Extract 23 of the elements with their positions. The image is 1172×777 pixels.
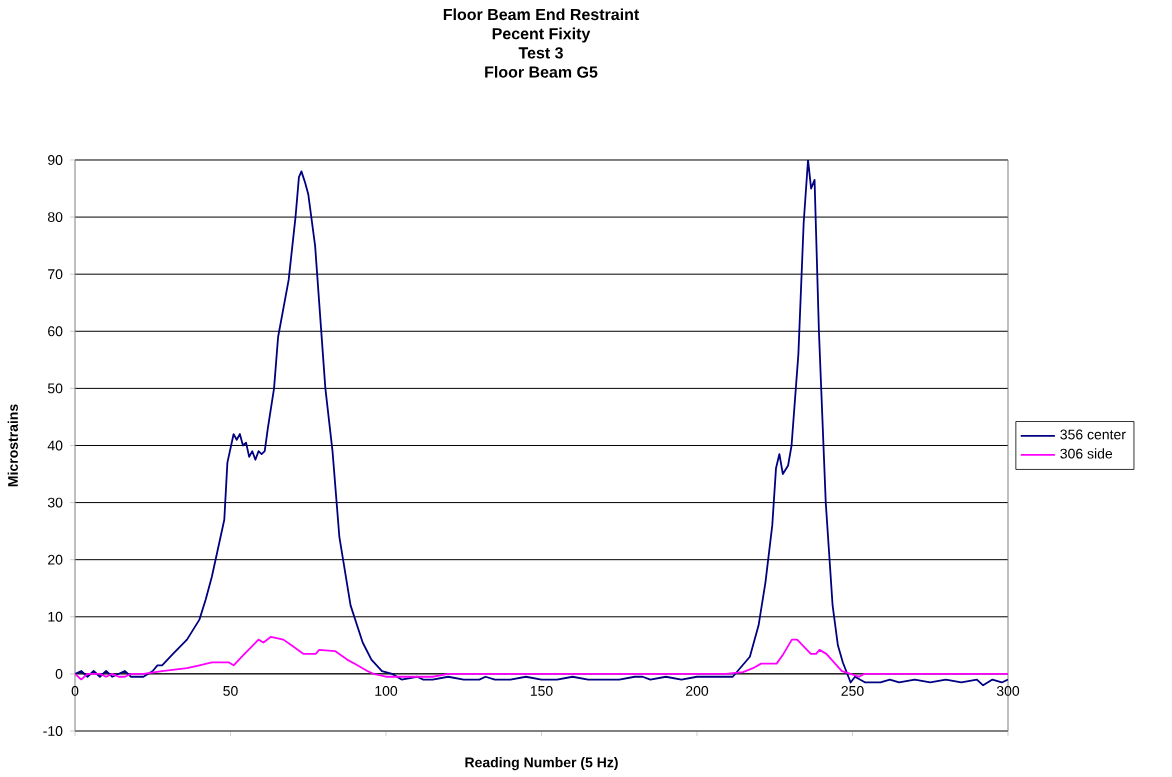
x-tick-label: 0 [71, 686, 79, 696]
y-tick-label: 30 [47, 497, 63, 508]
y-tick-label: 60 [48, 326, 63, 337]
y-tick-label: 90 [48, 155, 63, 165]
x-tick-label: 250 [841, 686, 864, 696]
y-tick-label: 50 [47, 383, 63, 394]
y-tick-label: 70 [48, 269, 63, 280]
x-tick-label: 100 [375, 686, 398, 696]
x-tick-label: 150 [530, 686, 553, 696]
y-tick-label: 40 [47, 440, 63, 451]
legend-label: 306 side [1060, 448, 1113, 459]
y-axis-title: Microstrains [7, 404, 18, 487]
y-tick-label: -10 [43, 726, 63, 737]
y-tick-label: 20 [48, 554, 63, 565]
x-tick-label: 200 [686, 686, 709, 696]
y-tick-label: 0 [55, 669, 63, 679]
x-tick-label: 300 [996, 686, 1020, 696]
x-tick-label: 50 [223, 686, 238, 696]
x-axis-title: Reading Number (5 Hz) [465, 757, 618, 771]
legend-label: 356 center [1060, 429, 1126, 440]
chart-title: Floor Beam End Restraint Pecent Fixity Test 3 Floor Beam G5 [443, 8, 640, 78]
y-tick-label: 80 [47, 212, 63, 223]
y-tick-label: 10 [48, 611, 63, 622]
